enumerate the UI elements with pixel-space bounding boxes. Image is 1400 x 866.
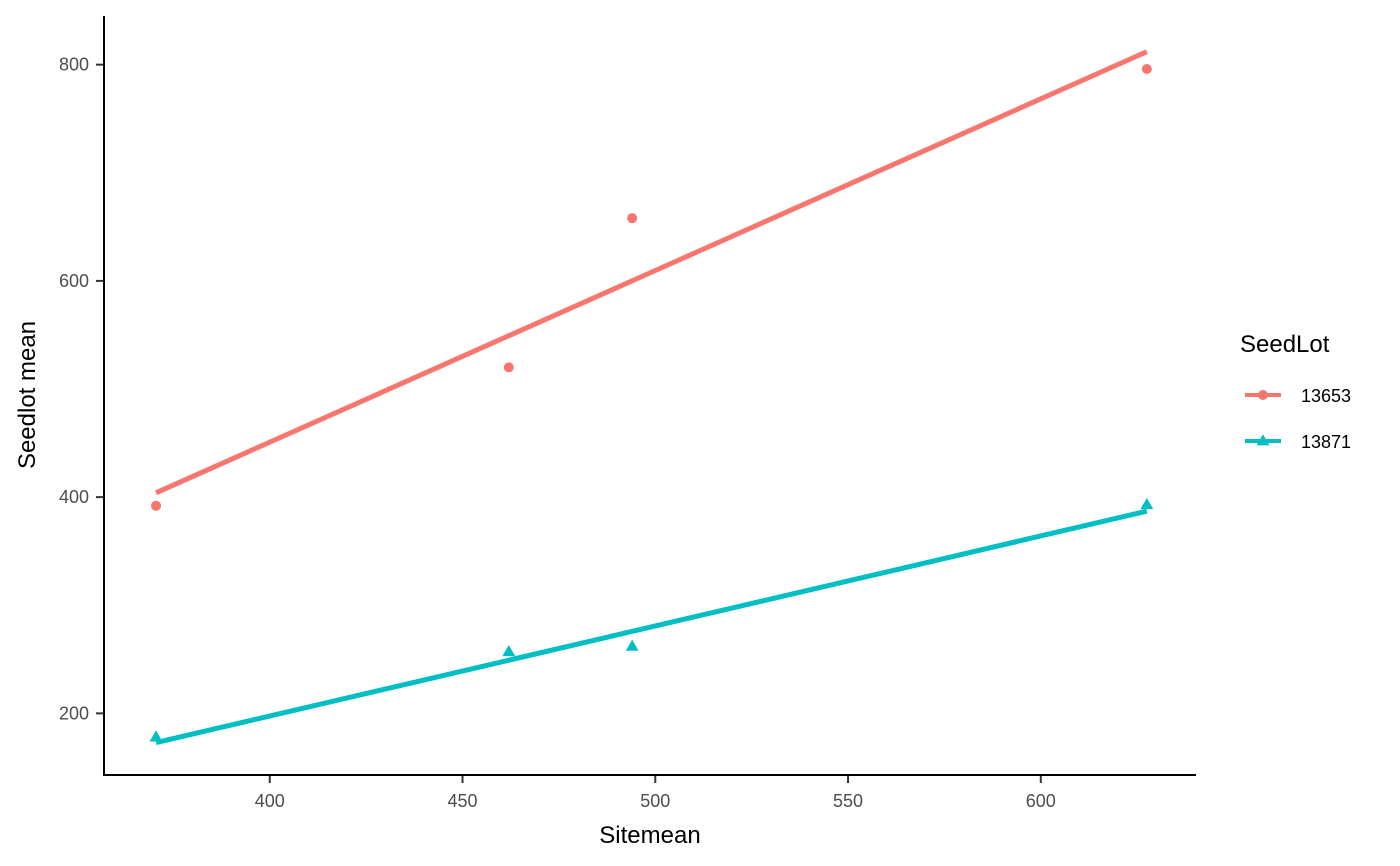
legend: SeedLot 13653 13871	[1240, 331, 1351, 452]
y-tick-label: 600	[59, 271, 89, 291]
x-tick-label: 550	[833, 791, 863, 811]
data-point-triangle	[149, 730, 163, 742]
plot-area	[149, 49, 1154, 745]
data-point-circle	[503, 362, 514, 373]
y-axis-title: Seedlot mean	[14, 321, 41, 469]
axes	[103, 16, 1196, 776]
y-tick-label: 800	[59, 55, 89, 75]
y-tick-label: 200	[59, 703, 89, 723]
x-tick-label: 450	[448, 791, 478, 811]
data-point-circle	[151, 500, 162, 511]
ticks: 400 450 500 550 600 200 400 600 800	[59, 55, 1056, 811]
legend-key-marker-13871	[1256, 434, 1270, 446]
data-point-triangle	[625, 639, 639, 651]
y-tick-label: 400	[59, 487, 89, 507]
legend-key-marker-13653	[1258, 390, 1268, 400]
legend-label: 13871	[1301, 432, 1351, 452]
data-point-circle	[1141, 63, 1152, 74]
fit-line-13653	[155, 49, 1148, 496]
data-point-triangle	[502, 644, 516, 657]
x-tick-label: 500	[640, 791, 670, 811]
data-point-triangle	[1140, 497, 1154, 510]
fit-line-13871	[155, 508, 1148, 745]
legend-title: SeedLot	[1240, 331, 1330, 358]
legend-label: 13653	[1301, 386, 1351, 406]
x-axis-title: Sitemean	[599, 822, 700, 849]
x-tick-label: 600	[1026, 791, 1056, 811]
data-point-circle	[627, 213, 638, 224]
x-tick-label: 400	[255, 791, 285, 811]
